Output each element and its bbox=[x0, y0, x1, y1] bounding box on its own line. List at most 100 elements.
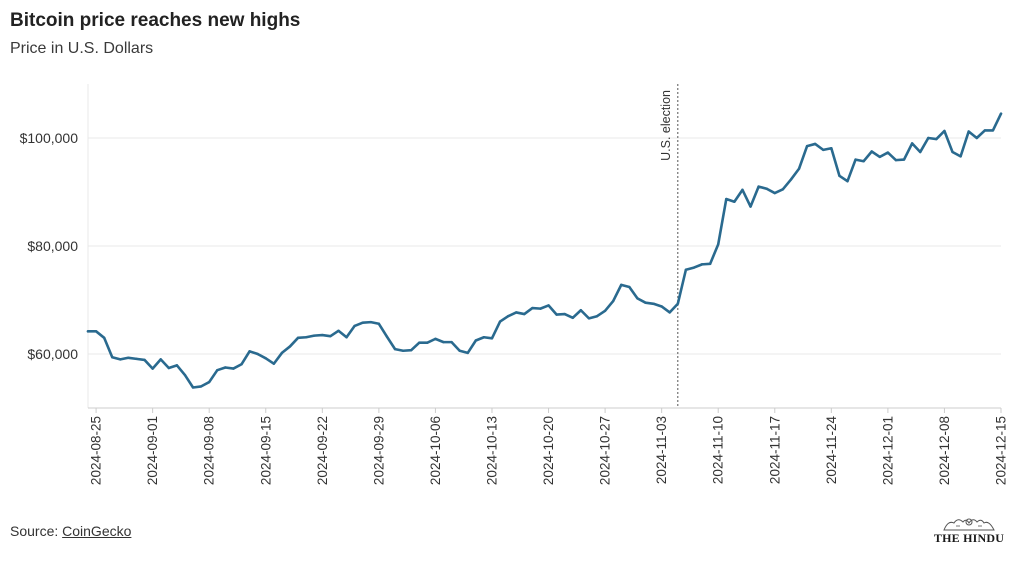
price-point bbox=[595, 315, 599, 318]
price-point bbox=[999, 112, 1003, 115]
price-point bbox=[143, 358, 146, 362]
price-point bbox=[571, 316, 574, 320]
price-point bbox=[216, 369, 219, 372]
price-point bbox=[830, 147, 833, 150]
price-point bbox=[474, 339, 478, 342]
price-point bbox=[369, 320, 372, 324]
price-point bbox=[749, 205, 752, 208]
price-point bbox=[636, 297, 639, 300]
price-point bbox=[506, 315, 510, 318]
price-point bbox=[119, 358, 122, 361]
price-point bbox=[377, 322, 381, 325]
price-point bbox=[878, 155, 882, 159]
price-point bbox=[684, 268, 688, 271]
price-point bbox=[329, 334, 332, 338]
source-note: Source: CoinGecko bbox=[10, 523, 131, 539]
price-point bbox=[523, 312, 526, 316]
price-point bbox=[183, 373, 187, 377]
price-point bbox=[272, 362, 276, 365]
price-point bbox=[692, 266, 696, 269]
price-point bbox=[935, 137, 938, 141]
x-tick-label: 2024-09-29 bbox=[371, 416, 386, 485]
x-tick-label: 2024-12-08 bbox=[937, 416, 952, 485]
price-point bbox=[927, 136, 930, 140]
price-point bbox=[482, 336, 486, 339]
x-tick-label: 2024-09-01 bbox=[145, 416, 160, 485]
price-point bbox=[628, 285, 631, 289]
price-point bbox=[644, 301, 647, 304]
price-point bbox=[426, 341, 429, 344]
x-tick-label: 2024-10-13 bbox=[484, 416, 499, 485]
source-link[interactable]: CoinGecko bbox=[62, 523, 132, 539]
price-point bbox=[838, 174, 841, 177]
price-point bbox=[910, 142, 914, 145]
price-point bbox=[442, 340, 445, 344]
price-point bbox=[967, 130, 970, 133]
price-point bbox=[256, 352, 259, 356]
price-point bbox=[660, 305, 663, 308]
price-point bbox=[321, 333, 324, 337]
price-point bbox=[854, 158, 857, 161]
price-point bbox=[458, 349, 461, 352]
price-point bbox=[773, 191, 776, 195]
x-tick-label: 2024-12-15 bbox=[994, 416, 1009, 485]
chart-subtitle: Price in U.S. Dollars bbox=[10, 40, 154, 57]
price-point bbox=[361, 321, 364, 324]
price-point bbox=[886, 151, 890, 154]
price-point bbox=[563, 312, 566, 316]
price-point bbox=[603, 309, 607, 312]
price-point bbox=[207, 380, 211, 384]
price-point bbox=[135, 357, 138, 361]
x-tick-label: 2024-11-10 bbox=[711, 416, 726, 484]
price-point bbox=[199, 385, 203, 388]
price-point bbox=[611, 299, 615, 303]
price-point bbox=[94, 330, 98, 333]
price-point bbox=[555, 313, 558, 316]
price-point bbox=[127, 356, 130, 359]
price-point bbox=[393, 347, 397, 351]
price-point bbox=[741, 188, 744, 192]
price-point bbox=[248, 350, 251, 353]
x-tick-label: 2024-08-25 bbox=[89, 416, 104, 485]
price-point bbox=[240, 363, 243, 366]
price-point bbox=[418, 341, 421, 344]
price-point bbox=[587, 317, 591, 320]
price-point bbox=[652, 302, 655, 305]
price-point bbox=[337, 329, 340, 332]
x-tick-label: 2024-09-15 bbox=[258, 416, 273, 485]
price-point bbox=[466, 351, 469, 355]
price-point bbox=[280, 351, 284, 355]
price-point bbox=[313, 334, 316, 337]
price-point bbox=[991, 129, 995, 132]
publisher-logo: THE HINDU bbox=[926, 514, 1012, 550]
price-point bbox=[983, 129, 987, 132]
price-point bbox=[264, 357, 267, 360]
price-line bbox=[86, 112, 1003, 389]
price-point bbox=[822, 148, 825, 152]
price-point bbox=[943, 129, 946, 133]
y-tick-label: $80,000 bbox=[27, 238, 78, 254]
x-tick-label: 2024-11-03 bbox=[654, 416, 669, 484]
price-point bbox=[151, 367, 154, 370]
price-point bbox=[700, 263, 704, 266]
price-point bbox=[668, 311, 671, 314]
price-point bbox=[797, 167, 801, 170]
x-tick-label: 2024-10-27 bbox=[598, 416, 613, 485]
price-point bbox=[401, 349, 405, 352]
price-point bbox=[919, 150, 922, 154]
price-point bbox=[975, 136, 978, 140]
price-point bbox=[951, 150, 954, 154]
price-point bbox=[813, 142, 817, 146]
price-point bbox=[490, 337, 494, 340]
price-point bbox=[175, 364, 179, 367]
price-point bbox=[579, 309, 583, 312]
price-point bbox=[531, 306, 534, 310]
y-tick-label: $60,000 bbox=[27, 346, 78, 362]
chart-title: Bitcoin price reaches new highs bbox=[10, 10, 301, 31]
price-point bbox=[547, 304, 550, 307]
price-point bbox=[846, 180, 849, 183]
x-tick-label: 2024-10-20 bbox=[541, 416, 556, 485]
price-point bbox=[725, 197, 728, 201]
price-point bbox=[894, 158, 898, 162]
